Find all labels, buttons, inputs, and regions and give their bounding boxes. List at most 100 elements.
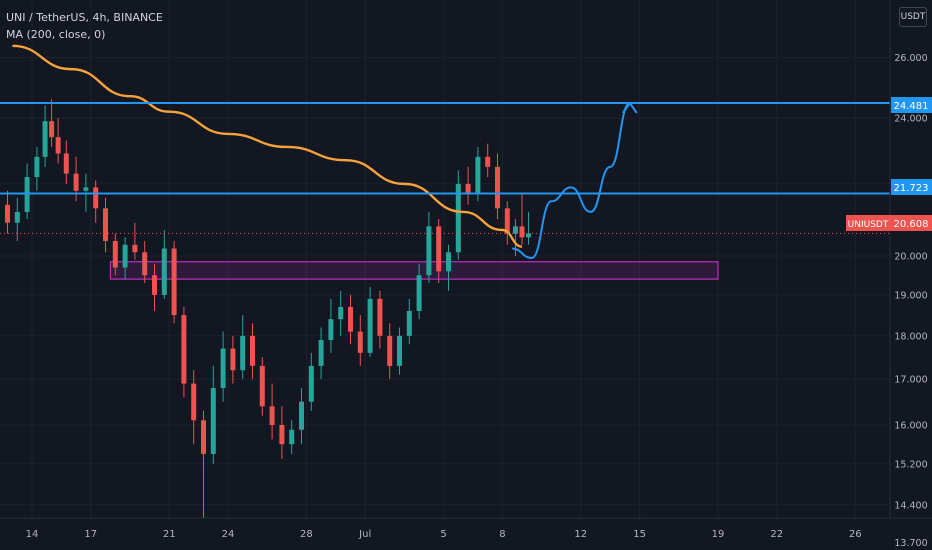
candle-body xyxy=(504,208,510,234)
candle[interactable] xyxy=(465,166,471,205)
candle[interactable] xyxy=(152,263,157,311)
currency-button[interactable]: USDT xyxy=(899,7,927,27)
candle-body xyxy=(42,121,48,157)
candle-body xyxy=(377,298,383,336)
candle[interactable] xyxy=(495,153,500,220)
candle[interactable] xyxy=(455,170,461,260)
candle[interactable] xyxy=(526,211,532,245)
candle[interactable] xyxy=(14,197,20,242)
candle[interactable] xyxy=(142,241,148,284)
candle[interactable] xyxy=(132,222,138,260)
candle-body xyxy=(152,275,157,295)
candle[interactable] xyxy=(406,298,412,345)
candle-body xyxy=(485,156,491,167)
time-axis[interactable] xyxy=(0,518,890,550)
symbol-tag-text: UNIUSDT xyxy=(848,220,889,230)
price-label-resistance-mid: 21.723 xyxy=(891,179,932,195)
candle[interactable] xyxy=(210,365,216,464)
candle[interactable] xyxy=(191,370,197,445)
candle-body xyxy=(210,388,216,454)
price-axis[interactable] xyxy=(890,0,932,518)
candle-body xyxy=(289,429,295,445)
candle-body xyxy=(191,383,197,421)
candle-body xyxy=(142,252,148,276)
candle[interactable] xyxy=(279,406,285,459)
candle[interactable] xyxy=(220,331,226,402)
candle[interactable] xyxy=(348,294,353,345)
candle-body xyxy=(240,335,246,371)
candle-body xyxy=(357,331,363,353)
legend-indicator[interactable]: MA (200, close, 0) xyxy=(6,28,106,41)
candle-body xyxy=(387,335,393,366)
candle[interactable] xyxy=(377,290,383,349)
candle[interactable] xyxy=(446,244,451,291)
candle-body xyxy=(230,348,236,371)
candle[interactable] xyxy=(485,143,491,178)
candle-body xyxy=(201,420,206,454)
candle[interactable] xyxy=(308,352,314,411)
candle-body xyxy=(446,252,451,272)
candles xyxy=(5,99,532,543)
candle[interactable] xyxy=(34,146,40,191)
candle[interactable] xyxy=(55,118,61,164)
time-tick-label: 8 xyxy=(499,529,505,540)
candle-body xyxy=(55,137,61,154)
candle[interactable] xyxy=(397,327,402,375)
candle[interactable] xyxy=(63,140,69,184)
legend-symbol[interactable]: UNI / TetherUS, 4h, BINANCE xyxy=(6,11,163,24)
candle[interactable] xyxy=(259,357,265,416)
candle[interactable] xyxy=(93,180,99,223)
candle[interactable] xyxy=(338,290,344,336)
price-tick-label: 26.000 xyxy=(894,53,927,64)
candle[interactable] xyxy=(504,201,510,245)
candle-body xyxy=(519,226,525,238)
candle-body xyxy=(495,166,500,209)
candle[interactable] xyxy=(161,229,167,299)
candle[interactable] xyxy=(519,194,525,245)
candle[interactable] xyxy=(122,237,128,280)
candle[interactable] xyxy=(328,298,334,353)
candle-body xyxy=(14,211,20,223)
candle[interactable] xyxy=(367,286,373,358)
candle[interactable] xyxy=(289,420,295,454)
candle-body xyxy=(103,208,108,242)
candle[interactable] xyxy=(230,335,236,384)
candle-body xyxy=(426,226,432,276)
candle-body xyxy=(83,187,89,191)
candle[interactable] xyxy=(250,323,255,380)
candle[interactable] xyxy=(357,315,363,366)
candle[interactable] xyxy=(426,211,432,284)
price-label-last: 20.608 xyxy=(891,215,932,231)
candle[interactable] xyxy=(112,233,118,276)
candle[interactable] xyxy=(299,388,304,445)
candle[interactable] xyxy=(240,315,246,380)
candle[interactable] xyxy=(42,105,48,167)
candle-body xyxy=(112,241,118,268)
candle[interactable] xyxy=(171,241,177,324)
support-zone[interactable] xyxy=(109,261,719,280)
candle-body xyxy=(49,121,55,138)
candle[interactable] xyxy=(318,327,324,380)
projection-path[interactable] xyxy=(512,102,631,259)
candle-body xyxy=(63,153,69,174)
candle[interactable] xyxy=(416,263,422,320)
candle[interactable] xyxy=(387,323,393,380)
candle-body xyxy=(406,310,412,336)
candle[interactable] xyxy=(269,383,275,440)
candle[interactable] xyxy=(5,190,10,234)
price-tick-label: 18.000 xyxy=(894,331,927,342)
candle-body xyxy=(465,183,471,195)
candle[interactable] xyxy=(49,99,55,147)
candle-body xyxy=(122,244,128,268)
candle-body xyxy=(455,183,461,253)
candle[interactable] xyxy=(24,163,30,220)
candle[interactable] xyxy=(475,146,481,202)
candle[interactable] xyxy=(436,219,442,284)
time-tick-label: 5 xyxy=(440,529,446,540)
candle[interactable] xyxy=(181,306,187,398)
candle[interactable] xyxy=(103,197,108,253)
time-axis-ticks: 14 17 21 24 28 Jul 5 8 12 15 19 22 26 xyxy=(26,529,862,540)
candle-body xyxy=(367,298,373,353)
candle-body xyxy=(132,244,138,253)
